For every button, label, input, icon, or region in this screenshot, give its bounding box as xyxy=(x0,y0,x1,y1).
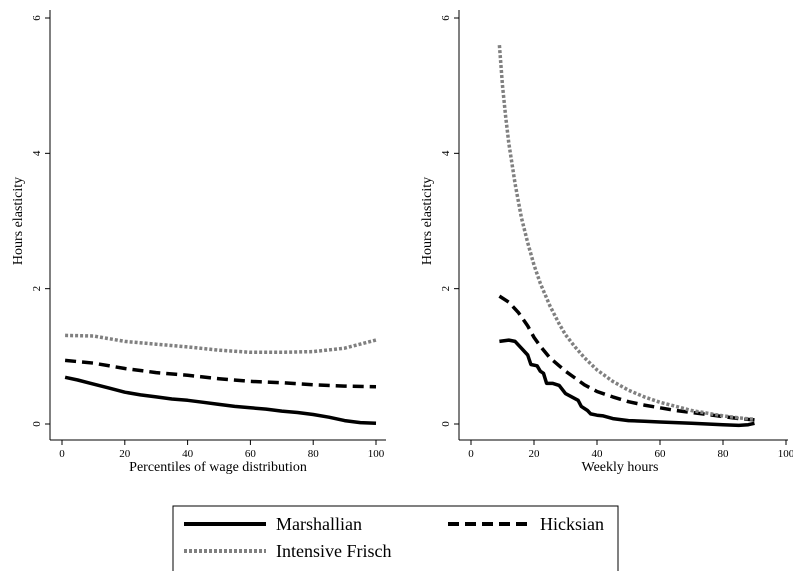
x-ticks: 0 20 40 60 80 100 xyxy=(59,440,385,460)
x-tick-label: 80 xyxy=(718,448,730,460)
y-tick-label: 2 xyxy=(440,286,452,292)
y-tick-label: 4 xyxy=(31,150,43,156)
y-tick-label: 4 xyxy=(440,150,452,156)
legend-entry-hicksian: Hicksian xyxy=(448,514,604,534)
legend-box xyxy=(172,505,619,571)
x-tick-label: 40 xyxy=(182,448,194,460)
series-lines xyxy=(497,44,755,428)
x-tick-label: 0 xyxy=(468,448,474,460)
y-axis-label: Hours elasticity xyxy=(11,177,26,265)
x-axis-label: Weekly hours xyxy=(581,460,658,475)
y-tick-label: 6 xyxy=(440,15,452,21)
series-line-marshallian xyxy=(64,375,377,426)
x-tick-label: 60 xyxy=(655,448,667,460)
x-tick-label: 100 xyxy=(368,448,385,460)
y-tick-label: 0 xyxy=(31,421,43,427)
legend-label-marshallian: Marshallian xyxy=(276,514,362,534)
legend-label-hicksian: Hicksian xyxy=(540,514,604,534)
y-tick-label: 6 xyxy=(31,15,43,21)
x-tick-label: 60 xyxy=(245,448,257,460)
x-tick-label: 100 xyxy=(778,448,793,460)
x-tick-label: 20 xyxy=(529,448,541,460)
y-axis-label: Hours elasticity xyxy=(420,177,435,265)
legend-entry-intensive-frisch: Intensive Frisch xyxy=(184,541,391,561)
y-tick-label: 0 xyxy=(440,421,452,427)
x-tick-label: 40 xyxy=(592,448,604,460)
series-line-intensive-frisch xyxy=(497,44,755,422)
legend: Marshallian Hicksian Intensive Frisch xyxy=(172,505,619,571)
y-ticks: 0 2 4 6 xyxy=(440,15,459,427)
x-tick-label: 0 xyxy=(59,448,65,460)
series-lines xyxy=(64,333,377,426)
y-tick-label: 2 xyxy=(31,286,43,292)
series-line-hicksian xyxy=(498,294,755,422)
legend-entry-marshallian: Marshallian xyxy=(184,514,362,534)
y-ticks: 0 2 4 6 xyxy=(31,15,50,427)
x-ticks: 0 20 40 60 80 100 xyxy=(468,440,793,460)
x-tick-label: 20 xyxy=(119,448,131,460)
x-tick-label: 80 xyxy=(308,448,320,460)
series-line-marshallian xyxy=(499,338,755,428)
series-line-hicksian xyxy=(64,358,377,389)
series-line-intensive-frisch xyxy=(65,333,377,355)
legend-label-intensive-frisch: Intensive Frisch xyxy=(276,541,391,561)
right-panel: 0 2 4 6 0 20 40 60 80 100 Weekly hours Hours ela… xyxy=(420,10,793,475)
x-axis-label: Percentiles of wage distribution xyxy=(129,460,307,475)
left-panel: 0 2 4 6 0 20 40 60 80 100 Percentiles of wage di… xyxy=(11,10,386,475)
